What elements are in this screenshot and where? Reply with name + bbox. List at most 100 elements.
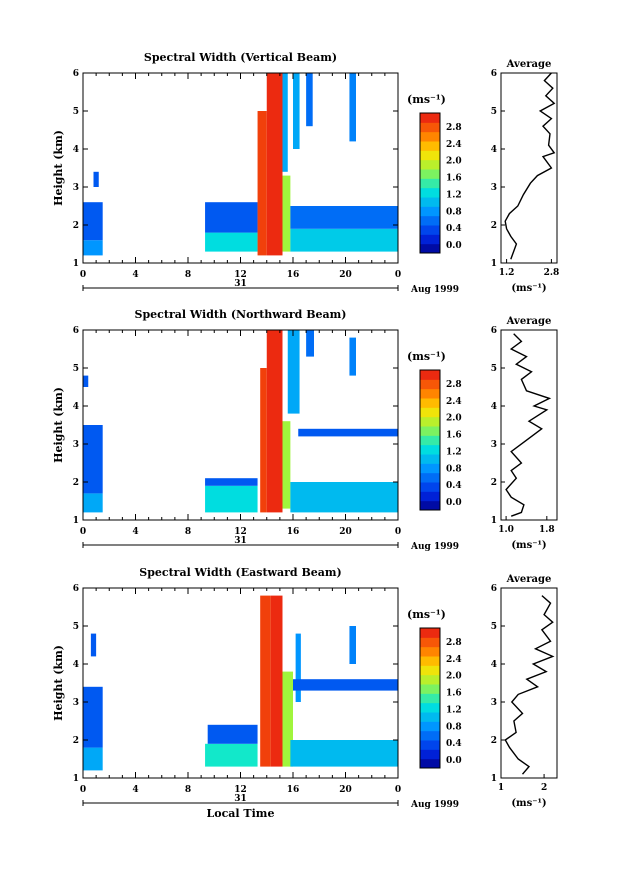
colorbar-segment xyxy=(420,656,440,666)
colorbar-tick-label: 1.2 xyxy=(446,447,462,457)
y-axis-label: Height (km) xyxy=(52,387,65,463)
x-tick-label: 20 xyxy=(339,527,352,537)
x-tick-label: 0 xyxy=(395,270,401,280)
panel-title: Spectral Width (Eastward Beam) xyxy=(139,566,341,579)
heatmap-cell xyxy=(298,428,398,437)
colorbar-segment xyxy=(420,491,440,502)
y-tick-label: 6 xyxy=(73,584,79,594)
y-tick-label: 2 xyxy=(73,478,79,488)
colorbar-segment xyxy=(420,730,440,741)
colorbar-tick-label: 1.2 xyxy=(446,190,462,200)
y-tick-label: 3 xyxy=(73,698,79,708)
colorbar-segment xyxy=(420,482,440,492)
y-tick-label: 6 xyxy=(73,69,79,79)
colorbar-frame xyxy=(419,112,441,254)
y-tick-label: 5 xyxy=(73,622,79,632)
colorbar-frame xyxy=(419,627,441,769)
heatmap-cell xyxy=(207,724,258,744)
colorbar-segment xyxy=(420,472,440,483)
colorbar-tick-label: 0.0 xyxy=(446,756,462,766)
heatmap-cell xyxy=(83,686,103,748)
colorbar-segment xyxy=(420,169,440,179)
x-tick-label: 8 xyxy=(185,527,191,537)
x-tick-label: 4 xyxy=(132,527,138,537)
y-tick-label: 2 xyxy=(73,736,79,746)
colorbar-segment xyxy=(420,740,440,750)
colorbar-segment xyxy=(420,206,440,217)
heatmap-cell xyxy=(83,375,89,387)
average-frame xyxy=(500,72,558,264)
average-y-tick-label: 5 xyxy=(491,622,497,632)
average-profile-line xyxy=(504,595,555,775)
heatmap-cell xyxy=(282,671,293,767)
panel-title: Spectral Width (Vertical Beam) xyxy=(144,51,337,64)
y-axis-label: Height (km) xyxy=(52,130,65,206)
average-frame xyxy=(500,587,558,779)
colorbar-unit: (ms⁻¹) xyxy=(407,93,446,106)
average-x-tick-label: 2.8 xyxy=(544,268,560,278)
colorbar-segment xyxy=(420,122,440,133)
average-y-tick-label: 1 xyxy=(491,774,497,784)
y-tick-label: 1 xyxy=(73,774,79,784)
x-tick-label: 4 xyxy=(132,270,138,280)
average-title: Average xyxy=(506,59,552,70)
heatmap-cell xyxy=(293,73,300,149)
colorbar-tick-label: 2.0 xyxy=(446,672,462,682)
colorbar-segment xyxy=(420,197,440,207)
heatmap-cell xyxy=(83,747,103,771)
colorbar-segment xyxy=(420,712,440,722)
average-y-tick-label: 1 xyxy=(491,259,497,269)
y-tick-label: 4 xyxy=(73,660,79,670)
x-tick-label: 16 xyxy=(287,527,300,537)
x-tick-label: 16 xyxy=(287,785,300,795)
heatmap-cell xyxy=(205,202,258,233)
heatmap-cell xyxy=(290,482,398,513)
heatmap-cell xyxy=(349,73,356,142)
heatmap-cell xyxy=(266,330,283,513)
colorbar-segment xyxy=(420,234,440,245)
day-label: 31 xyxy=(234,536,247,546)
colorbar-segment xyxy=(420,150,440,161)
average-unit: (ms⁻¹) xyxy=(511,283,546,294)
colorbar-segment xyxy=(420,684,440,694)
y-tick-label: 4 xyxy=(73,145,79,155)
colorbar-tick-label: 2.4 xyxy=(446,140,462,150)
day-label: 31 xyxy=(234,794,247,804)
heatmap-cell xyxy=(290,740,398,767)
colorbar-segment xyxy=(420,388,440,399)
colorbar-tick-label: 2.0 xyxy=(446,157,462,167)
colorbar-tick-label: 2.8 xyxy=(446,123,462,133)
average-frame xyxy=(500,329,558,521)
heatmap-cell xyxy=(270,595,283,767)
average-y-tick-label: 4 xyxy=(491,402,497,412)
x-tick-label: 4 xyxy=(132,785,138,795)
average-unit: (ms⁻¹) xyxy=(511,798,546,809)
colorbar-segment xyxy=(420,444,440,455)
average-y-tick-label: 4 xyxy=(491,660,497,670)
average-y-tick-label: 5 xyxy=(491,107,497,117)
x-tick-label: 0 xyxy=(395,785,401,795)
y-tick-label: 1 xyxy=(73,259,79,269)
colorbar-segment xyxy=(420,646,440,657)
colorbar-segment xyxy=(420,426,440,436)
colorbar-segment xyxy=(420,370,440,380)
x-tick-label: 16 xyxy=(287,270,300,280)
colorbar-segment xyxy=(420,637,440,648)
x-tick-label: 12 xyxy=(234,527,247,537)
colorbar-tick-label: 2.4 xyxy=(446,397,462,407)
panel-title: Spectral Width (Northward Beam) xyxy=(135,308,347,321)
heatmap-cell xyxy=(83,425,103,494)
average-y-tick-label: 2 xyxy=(491,478,497,488)
colorbar-tick-label: 0.8 xyxy=(446,722,462,732)
y-axis-label: Height (km) xyxy=(52,645,65,721)
heatmap-cell xyxy=(282,421,291,509)
heatmap-cell xyxy=(287,330,300,414)
heatmap-cell xyxy=(349,337,356,376)
heatmap-cell xyxy=(282,73,288,172)
heatmap-cell xyxy=(93,171,99,187)
colorbar-tick-label: 1.6 xyxy=(446,174,462,184)
colorbar-tick-label: 0.8 xyxy=(446,464,462,474)
colorbar-segment xyxy=(420,665,440,676)
heatmap-cell xyxy=(349,626,356,664)
colorbar-tick-label: 2.0 xyxy=(446,414,462,424)
